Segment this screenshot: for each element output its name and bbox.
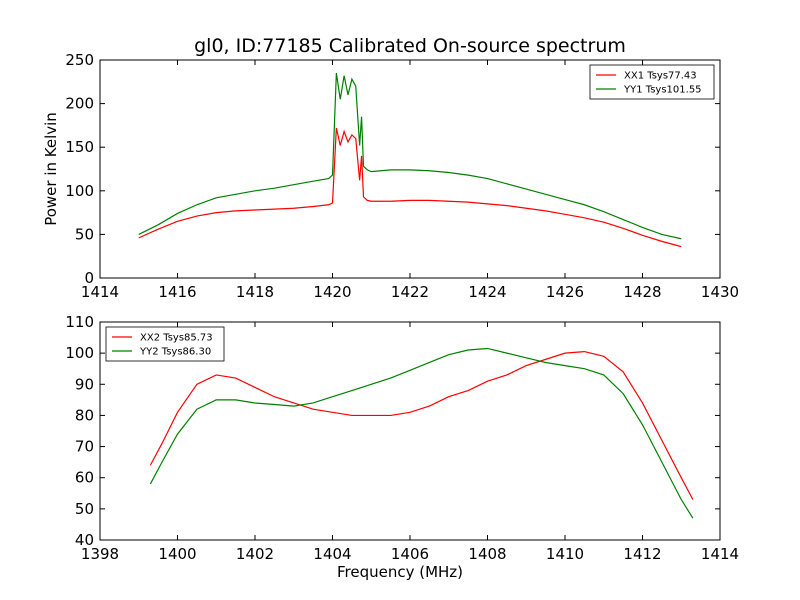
y-tick-label: 150 — [65, 138, 94, 156]
x-tick-label: 1400 — [158, 545, 196, 563]
x-axis-label: Frequency (MHz) — [337, 563, 463, 581]
series-line-2 — [138, 72, 682, 240]
legend-box — [589, 64, 715, 100]
x-tick-label: 1410 — [546, 545, 584, 563]
x-tick-label: 1422 — [391, 283, 429, 301]
x-tick-label: 1420 — [313, 283, 351, 301]
y-tick-label: 50 — [75, 225, 94, 243]
x-tick-label: 1416 — [158, 283, 196, 301]
x-tick-label: 1408 — [468, 545, 506, 563]
x-tick-label: 1414 — [81, 283, 119, 301]
legend-label: XX2 Tsys85.73 — [140, 333, 213, 344]
y-tick-label: 70 — [75, 438, 94, 456]
legend-box — [105, 326, 225, 362]
y-tick-label: 100 — [65, 344, 94, 362]
x-tick-label: 1402 — [236, 545, 274, 563]
series-line-1 — [138, 127, 682, 248]
y-tick-label: 40 — [75, 531, 94, 549]
y-tick-label: 50 — [75, 500, 94, 518]
x-tick-label: 1406 — [391, 545, 429, 563]
y-tick-label: 90 — [75, 375, 94, 393]
x-tick-label: 1412 — [623, 545, 661, 563]
y-tick-label: 100 — [65, 182, 94, 200]
series-line-1 — [149, 350, 694, 500]
legend: XX1 Tsys77.43 YY1 Tsys101.55 — [589, 64, 715, 100]
legend: XX2 Tsys85.73 YY2 Tsys86.30 — [105, 326, 225, 362]
x-tick-label: 1426 — [546, 283, 584, 301]
x-tick-label: 1404 — [313, 545, 351, 563]
chart-title: gl0, ID:77185 Calibrated On-source spect… — [194, 35, 626, 57]
legend-label: XX1 Tsys77.43 — [624, 71, 697, 82]
x-tick-label: 1424 — [468, 283, 506, 301]
y-tick-label: 200 — [65, 95, 94, 113]
legend-label: YY2 Tsys86.30 — [139, 347, 211, 358]
y-tick-label: 60 — [75, 469, 94, 487]
x-tick-label: 1418 — [236, 283, 274, 301]
y-tick-label: 110 — [65, 313, 94, 331]
top-axes: 1414 1416 1418 1420 1422 1424 1426 1428 1430 0 50 1… — [42, 51, 739, 301]
bottom-axes: 1398 1400 1402 1404 1406 1408 1410 1412 1414 40 50… — [65, 313, 739, 581]
y-tick-label: 250 — [65, 51, 94, 69]
y-axis-label: Power in Kelvin — [42, 112, 60, 226]
x-tick-label: 1428 — [623, 283, 661, 301]
y-tick-label: 0 — [84, 269, 94, 287]
x-tick-label: 1398 — [81, 545, 119, 563]
series-line-2 — [149, 347, 694, 519]
x-tick-label: 1430 — [701, 283, 739, 301]
legend-label: YY1 Tsys101.55 — [623, 85, 702, 96]
x-tick-label: 1414 — [701, 545, 739, 563]
y-tick-label: 80 — [75, 406, 94, 424]
